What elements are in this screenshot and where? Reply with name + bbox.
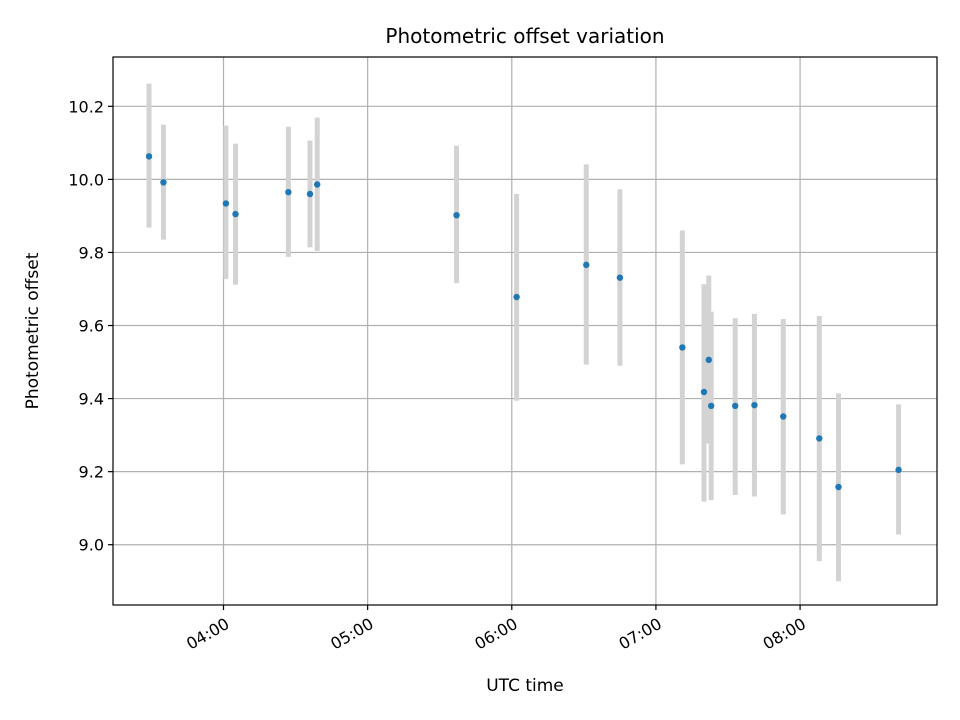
y-axis: 9.0 9.2 9.4 9.6 9.8 10.0 10.2 xyxy=(68,97,113,555)
y-tick-label: 10.2 xyxy=(68,97,104,116)
y-tick-label: 9.8 xyxy=(79,243,104,262)
data-point xyxy=(145,153,153,160)
y-tick-label: 9.4 xyxy=(79,390,104,409)
y-tick-label: 9.2 xyxy=(79,463,104,482)
data-point xyxy=(232,210,239,218)
y-axis-title: Photometric offset xyxy=(23,252,43,409)
data-point xyxy=(285,188,292,196)
data-point xyxy=(306,190,314,198)
data-point xyxy=(705,356,712,364)
data-point xyxy=(313,181,321,188)
data-point xyxy=(816,435,823,442)
data-point xyxy=(895,466,902,474)
y-tick-label: 9.6 xyxy=(79,317,104,336)
data-point xyxy=(616,274,624,281)
data-point xyxy=(732,402,739,410)
data-point xyxy=(751,401,758,409)
data-point xyxy=(707,402,715,410)
data-point xyxy=(453,211,460,219)
data-point xyxy=(160,179,167,186)
data-point xyxy=(835,483,842,491)
x-axis-title: UTC time xyxy=(486,676,564,696)
chart-title: Photometric offset variation xyxy=(385,24,664,48)
y-tick-label: 9.0 xyxy=(79,536,104,555)
grid xyxy=(113,57,937,605)
data-point xyxy=(222,200,230,207)
data-point xyxy=(679,344,686,351)
plot-frame xyxy=(112,56,938,606)
y-tick-label: 10.0 xyxy=(68,170,104,189)
data-point xyxy=(583,261,590,269)
data-point xyxy=(700,388,708,396)
data-point xyxy=(780,413,787,420)
data-point xyxy=(513,293,520,301)
data-points xyxy=(145,153,902,491)
